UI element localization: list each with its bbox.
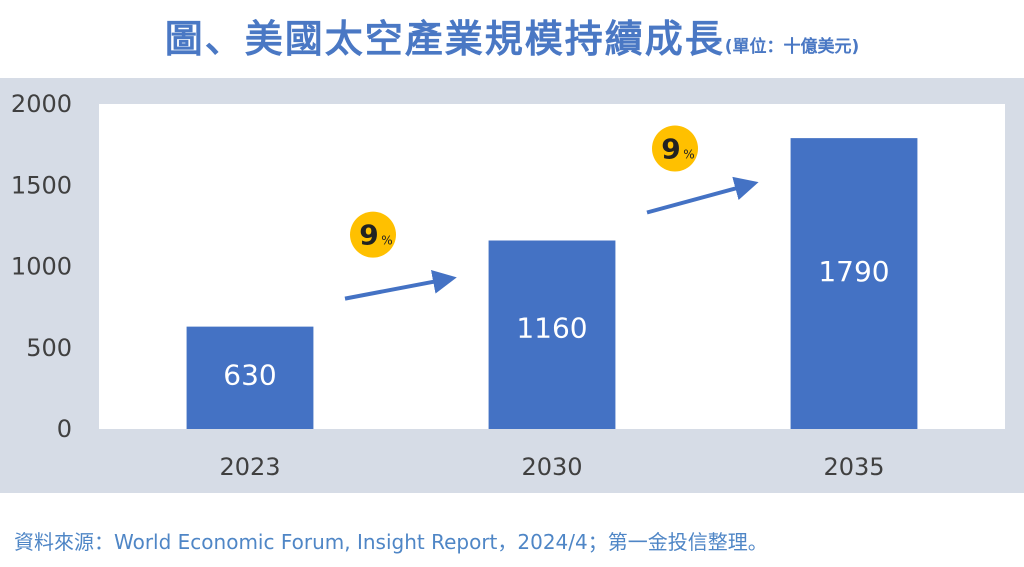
- bar-2023: [186, 326, 314, 429]
- badge-circle: [350, 211, 396, 258]
- growth-badge: 9%: [652, 125, 698, 172]
- y-tick-label: 0: [57, 415, 72, 443]
- bar-2035: [790, 138, 918, 429]
- chart-title: 圖、美國太空產業規模持續成長(單位：十億美元): [0, 8, 1024, 63]
- data-label: 1790: [818, 255, 889, 288]
- source-note: 資料來源：World Economic Forum, Insight Repor…: [14, 530, 768, 554]
- x-tick-label: 2035: [823, 453, 884, 481]
- badge-value: 9: [661, 133, 680, 166]
- badge-unit: %: [381, 234, 392, 248]
- growth-badge: 9%: [350, 211, 396, 258]
- badge-unit: %: [683, 148, 694, 162]
- data-label: 630: [223, 359, 276, 392]
- growth-arrow: [344, 270, 457, 301]
- title-main: 圖、美國太空產業規模持續成長: [164, 17, 725, 61]
- title-unit: (單位：十億美元): [724, 37, 860, 57]
- y-tick-label: 2000: [11, 90, 72, 118]
- badge-circle: [652, 125, 698, 172]
- x-tick-label: 2023: [219, 453, 280, 481]
- bar-chart: 0 500 1000 1500 2000 630 1160 1790 2023 2030 203…: [11, 90, 1005, 481]
- data-label: 1160: [516, 311, 587, 344]
- growth-arrow: [646, 176, 759, 215]
- badge-value: 9: [359, 219, 378, 252]
- x-tick-label: 2030: [521, 453, 582, 481]
- bar-2030: [488, 240, 616, 429]
- y-tick-label: 500: [26, 334, 72, 362]
- y-tick-label: 1500: [11, 171, 72, 199]
- y-tick-label: 1000: [11, 253, 72, 281]
